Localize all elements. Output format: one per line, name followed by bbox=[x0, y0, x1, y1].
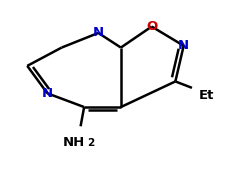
Text: 2: 2 bbox=[87, 138, 94, 148]
Text: NH: NH bbox=[62, 136, 85, 149]
Text: N: N bbox=[93, 26, 104, 40]
Text: N: N bbox=[42, 87, 53, 100]
Text: N: N bbox=[178, 39, 189, 52]
Text: O: O bbox=[146, 20, 157, 33]
Text: Et: Et bbox=[199, 89, 214, 102]
